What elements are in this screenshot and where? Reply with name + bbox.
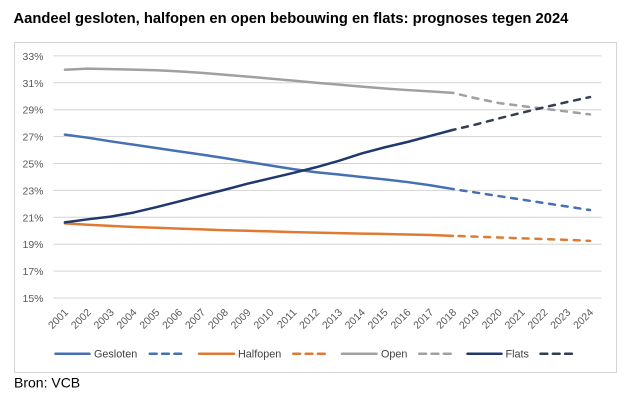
svg-text:33%: 33% — [22, 51, 43, 63]
svg-text:Bron: VCB: Bron: VCB — [14, 375, 80, 391]
svg-text:Flats: Flats — [506, 349, 530, 361]
svg-text:29%: 29% — [22, 105, 43, 117]
svg-text:15%: 15% — [22, 293, 43, 305]
svg-text:Gesloten: Gesloten — [94, 349, 137, 361]
svg-text:17%: 17% — [22, 266, 43, 278]
svg-text:21%: 21% — [22, 212, 43, 224]
svg-text:23%: 23% — [22, 185, 43, 197]
svg-text:19%: 19% — [22, 239, 43, 251]
svg-text:Aandeel gesloten, halfopen en: Aandeel gesloten, halfopen en open bebou… — [14, 11, 570, 27]
svg-text:Open: Open — [381, 349, 407, 361]
svg-text:25%: 25% — [22, 159, 43, 171]
svg-text:27%: 27% — [22, 132, 43, 144]
svg-text:Halfopen: Halfopen — [238, 349, 281, 361]
svg-text:31%: 31% — [22, 78, 43, 90]
